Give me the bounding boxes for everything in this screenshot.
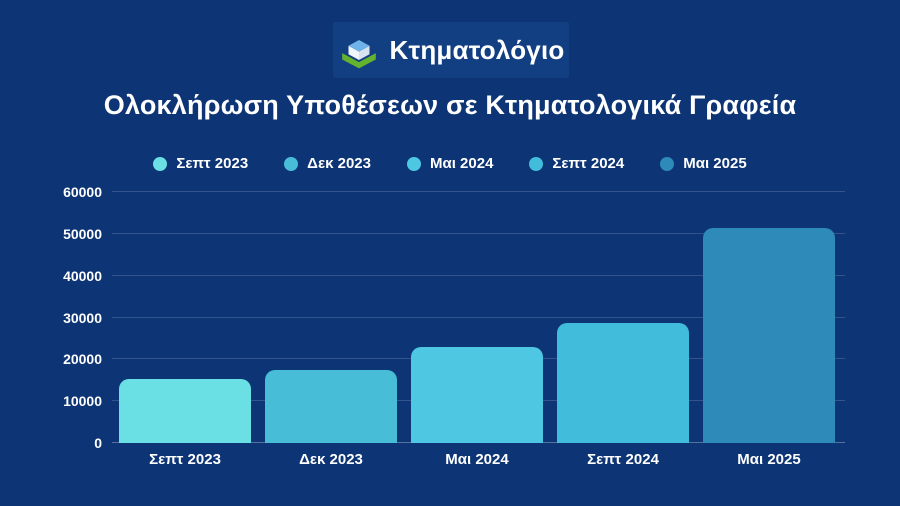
legend-dot-icon: [284, 156, 299, 171]
logo-text: Κτηματολόγιο: [389, 34, 565, 65]
gridline: [112, 316, 845, 318]
y-axis-tick-label: 60000: [63, 184, 102, 200]
x-axis-tick-label: Μαι 2024: [445, 451, 509, 468]
y-axis-tick-label: 40000: [63, 267, 102, 284]
logo: Κτηματολόγιο: [333, 22, 569, 78]
y-axis-tick-label: 20000: [63, 351, 102, 368]
legend-label: Μαι 2025: [683, 155, 747, 172]
bar-σεπτ-2024: [557, 323, 689, 443]
legend-dot-icon: [529, 156, 544, 171]
legend-label: Μαι 2024: [429, 155, 494, 172]
legend-item: Μαι 2025: [660, 155, 747, 172]
legend-label: Δεκ 2023: [307, 155, 371, 172]
cube-logo-icon: [338, 29, 380, 71]
y-axis-tick-label: 10000: [63, 393, 102, 410]
y-axis-tick-label: 50000: [63, 225, 102, 242]
legend-dot-icon: [406, 156, 421, 171]
legend-item: Δεκ 2023: [284, 155, 371, 172]
chart-legend: Σεπτ 2023 Δεκ 2023 Μαι 2024 Σεπτ 2024 Μαι 20…: [0, 155, 900, 172]
gridline: [112, 232, 845, 234]
gridline: [112, 274, 845, 276]
bar-μαι-2025: [703, 228, 835, 443]
legend-item: Σεπτ 2024: [529, 155, 624, 172]
x-axis-tick-label: Σεπτ 2023: [149, 451, 221, 468]
legend-label: Σεπτ 2024: [552, 155, 625, 172]
legend-dot-icon: [153, 156, 168, 171]
plot-area: 0 10000 20000 30000 40000 50000 60000 Σεπτ 2023…: [63, 184, 845, 468]
legend-dot-icon: [660, 156, 675, 171]
y-axis-tick-label: 30000: [63, 309, 102, 326]
y-axis-tick-label: 0: [94, 435, 102, 451]
legend-item: Μαι 2024: [406, 155, 494, 172]
bar-μαι-2024: [411, 347, 543, 443]
x-axis-tick-label: Μαι 2025: [737, 451, 801, 468]
legend-item: Σεπτ 2023: [153, 155, 248, 172]
x-axis-tick-label: Δεκ 2023: [299, 451, 363, 468]
bar-δεκ-2023: [265, 370, 397, 443]
bar-σεπτ-2023: [119, 379, 251, 443]
legend-label: Σεπτ 2023: [176, 155, 249, 172]
x-axis-tick-label: Σεπτ 2024: [587, 451, 659, 468]
chart-title: Ολοκλήρωση Υποθέσεων σε Κτηματολογικά Γρ…: [103, 90, 797, 120]
gridline: [112, 191, 845, 192]
